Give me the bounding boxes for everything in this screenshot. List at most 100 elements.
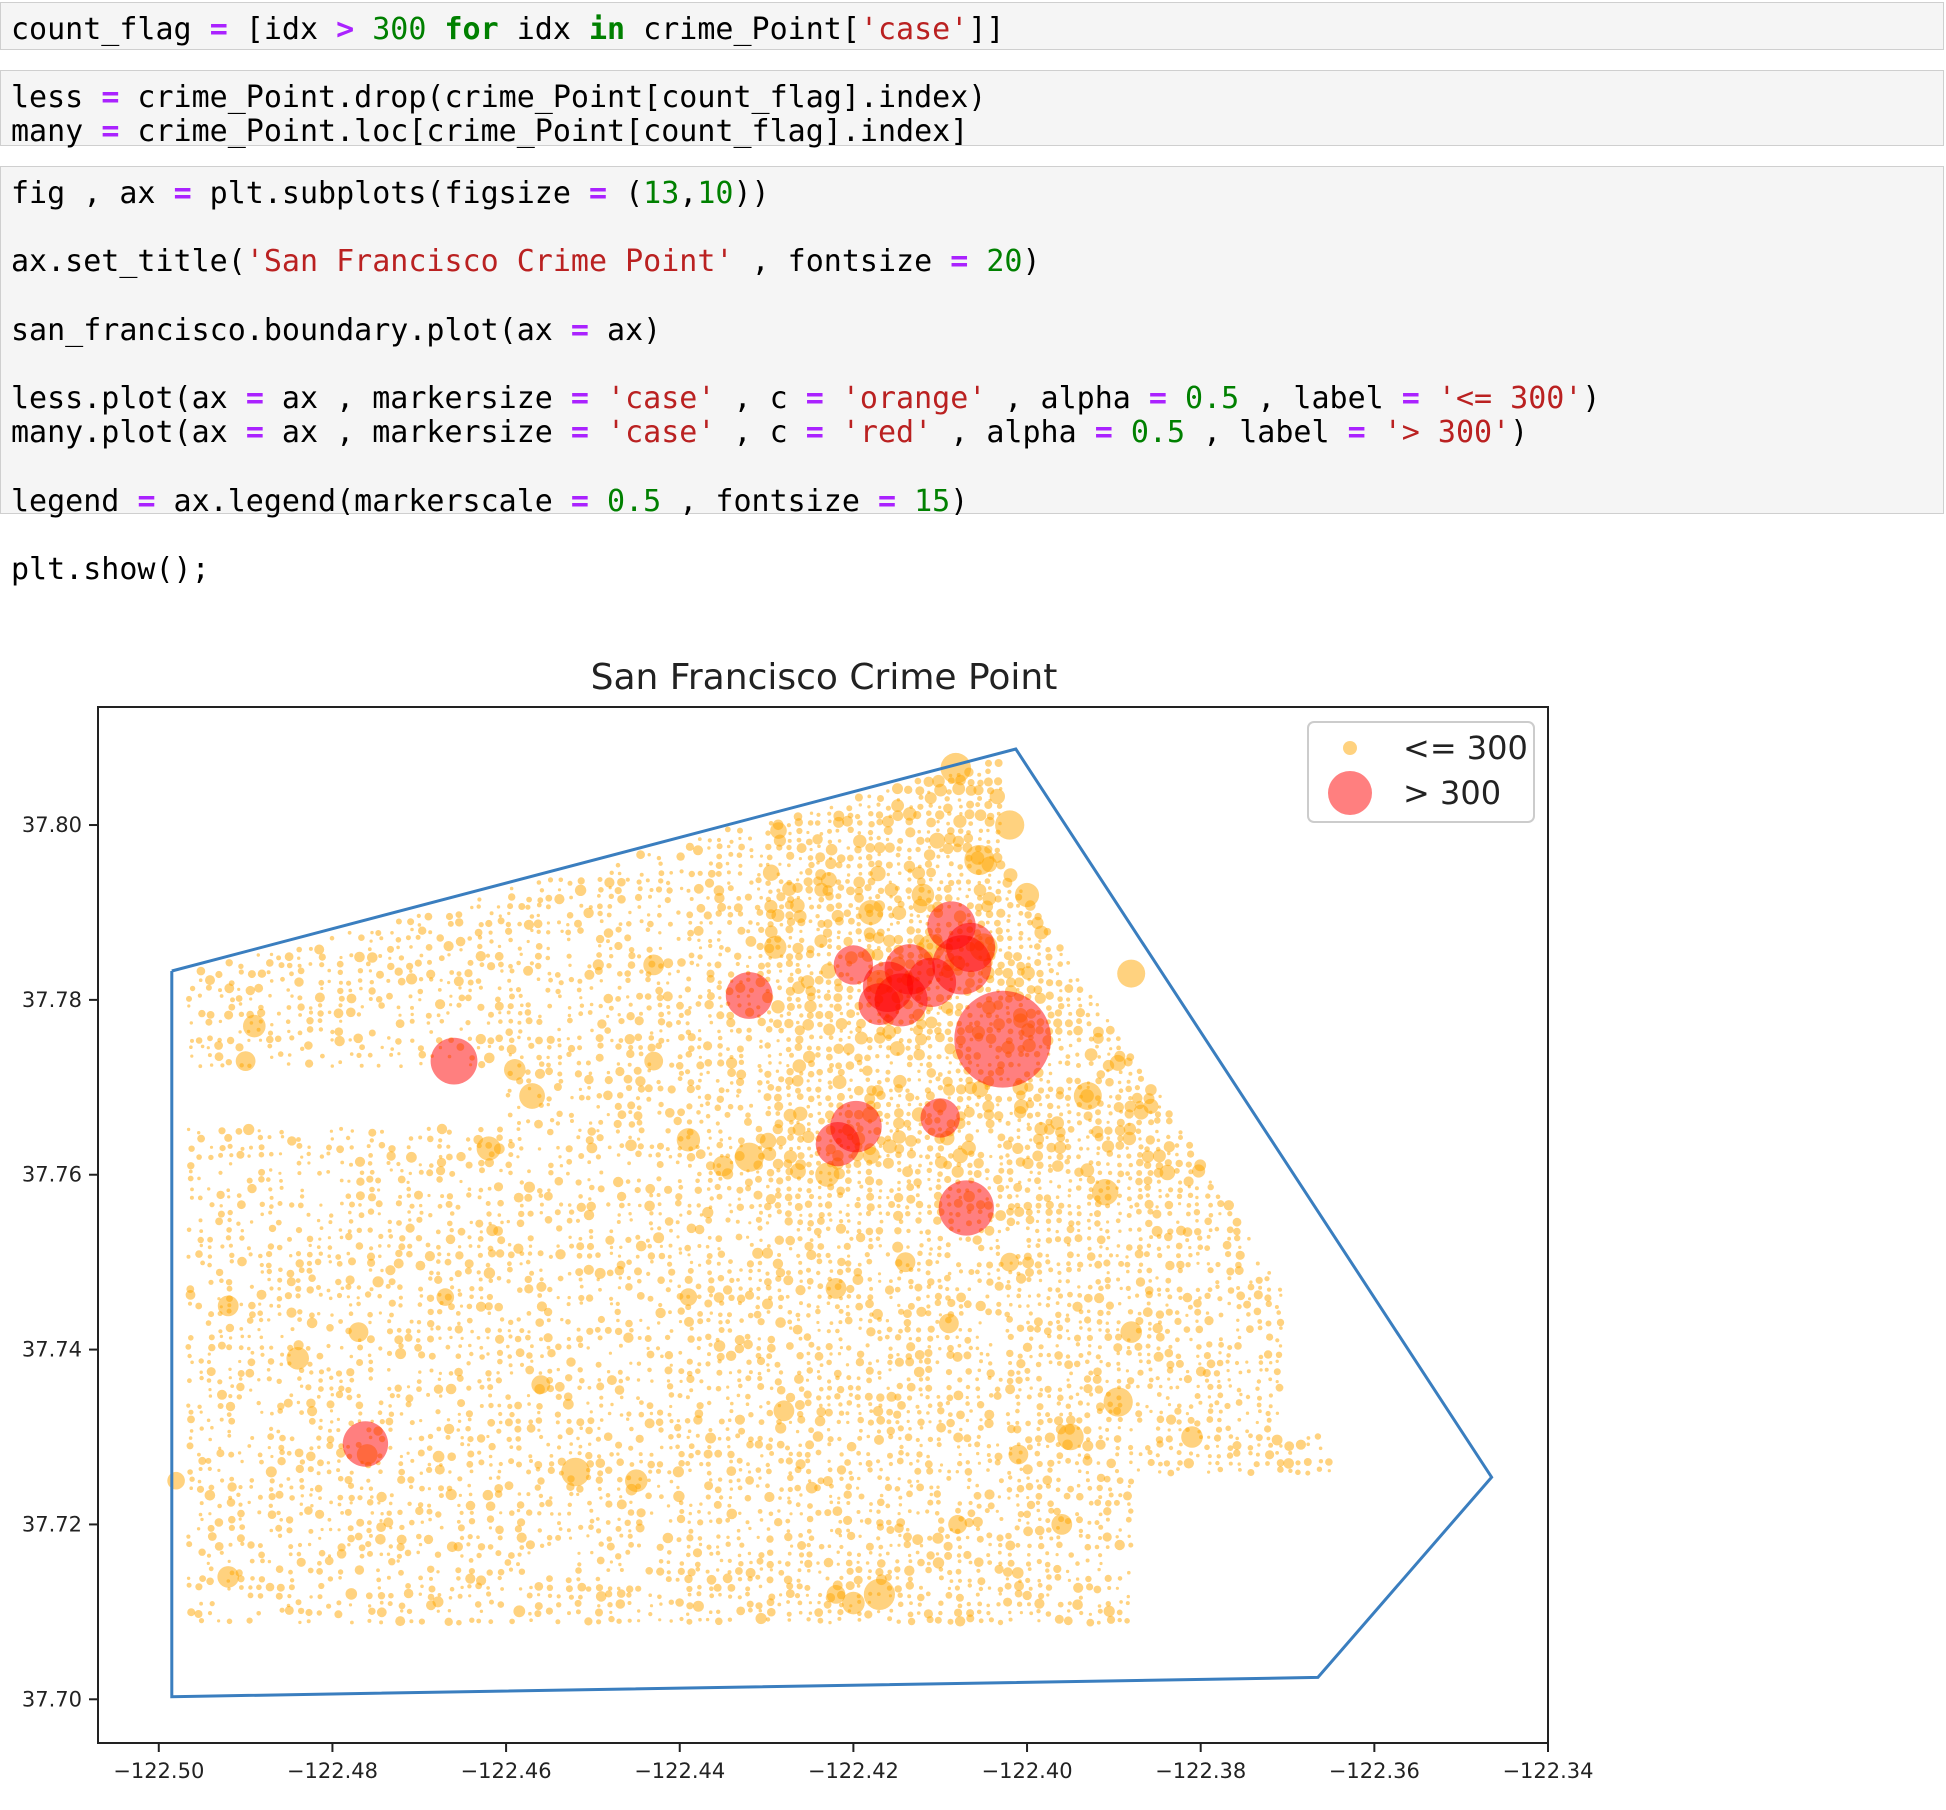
point-less — [368, 1208, 374, 1214]
point-less — [397, 1328, 402, 1333]
point-less — [514, 1402, 522, 1410]
point-less — [198, 1064, 202, 1068]
code-cell-3[interactable]: fig , ax = plt.subplots(figsize = (13,10… — [0, 166, 1944, 514]
point-less — [915, 778, 922, 785]
point-less — [936, 1486, 939, 1489]
point-less — [229, 1162, 232, 1165]
point-less — [680, 869, 684, 873]
point-less — [717, 985, 722, 990]
point-less — [450, 1211, 455, 1216]
point-less — [578, 1595, 583, 1600]
point-less — [689, 1443, 695, 1449]
point-less — [817, 844, 821, 848]
point-less — [198, 1196, 203, 1201]
point-less — [708, 1343, 712, 1347]
point-less — [940, 1463, 943, 1466]
point-less — [650, 1145, 655, 1150]
point-less — [297, 1558, 306, 1567]
point-less — [976, 1129, 979, 1132]
point-less — [328, 1245, 333, 1250]
point-less — [845, 1187, 850, 1192]
point-less — [331, 1064, 334, 1067]
point-less — [816, 1561, 819, 1564]
point-less — [424, 1535, 433, 1544]
point-less — [418, 923, 422, 927]
point-less — [456, 1152, 465, 1161]
point-less — [925, 1087, 931, 1093]
point-less — [298, 1013, 302, 1017]
point-less — [546, 1056, 549, 1059]
point-less — [449, 1171, 455, 1177]
point-less — [257, 1510, 261, 1514]
point-less — [927, 1168, 932, 1173]
point-less — [607, 1071, 610, 1074]
point-less — [318, 1003, 322, 1007]
point-less — [908, 1554, 911, 1557]
point-less — [669, 1063, 674, 1068]
point-less — [187, 1162, 194, 1169]
point-less — [784, 1019, 793, 1028]
point-less — [786, 852, 794, 860]
point-less — [687, 1436, 690, 1439]
point-less — [902, 1166, 913, 1177]
point-less — [388, 1558, 395, 1565]
point-less — [330, 1030, 334, 1034]
point-less — [349, 953, 353, 957]
point-less — [476, 1575, 486, 1585]
point-less — [645, 977, 651, 983]
point-less — [707, 1270, 712, 1275]
code-cell-1[interactable]: count_flag = [idx > 300 for idx in crime… — [0, 2, 1944, 50]
point-less — [707, 1352, 711, 1356]
point-less — [535, 1318, 544, 1327]
point-less — [755, 1305, 760, 1310]
point-less — [698, 1536, 703, 1541]
point-less — [975, 1484, 979, 1488]
point-less — [707, 992, 715, 1000]
point-less — [379, 1519, 382, 1522]
point-less — [764, 1093, 772, 1101]
point-less — [397, 1284, 403, 1290]
point-less — [516, 961, 521, 966]
point-less — [737, 1458, 743, 1464]
point-less — [470, 1470, 474, 1474]
point-less — [327, 1400, 335, 1408]
point-less — [866, 1561, 870, 1565]
point-less — [385, 1265, 395, 1275]
point-less — [355, 1157, 365, 1167]
point-less — [426, 970, 435, 979]
point-less — [668, 1255, 672, 1259]
point-less — [997, 804, 1002, 809]
point-less — [259, 1318, 263, 1322]
point-less — [776, 889, 780, 893]
point-less — [989, 1617, 994, 1622]
point-less — [946, 1395, 953, 1402]
point-less — [788, 945, 792, 949]
point-less — [895, 1559, 899, 1563]
point-less — [706, 1545, 711, 1550]
point-less — [958, 1604, 963, 1609]
point-less — [520, 1055, 524, 1059]
point-less — [208, 1311, 214, 1317]
point-less — [716, 1121, 720, 1125]
point-less — [817, 1601, 820, 1604]
point-less — [760, 1567, 764, 1571]
point-less — [797, 1146, 801, 1150]
point-less — [350, 1501, 353, 1504]
point-less — [237, 1200, 246, 1209]
code-cell-2[interactable]: less = crime_Point.drop(crime_Point[coun… — [0, 70, 1944, 146]
point-less — [808, 862, 814, 868]
point-less — [326, 1324, 334, 1332]
point-less — [748, 1552, 751, 1555]
point-less — [537, 897, 543, 903]
point-less — [376, 971, 384, 979]
point-less — [668, 1310, 672, 1314]
point-less — [968, 821, 973, 826]
point-less — [969, 1409, 973, 1413]
point-less — [756, 1170, 759, 1173]
point-less — [748, 920, 753, 925]
point-less — [507, 1404, 512, 1409]
point-less — [386, 979, 390, 983]
point-less — [973, 1517, 983, 1527]
point-less — [898, 1329, 903, 1334]
point-less — [457, 1322, 461, 1326]
